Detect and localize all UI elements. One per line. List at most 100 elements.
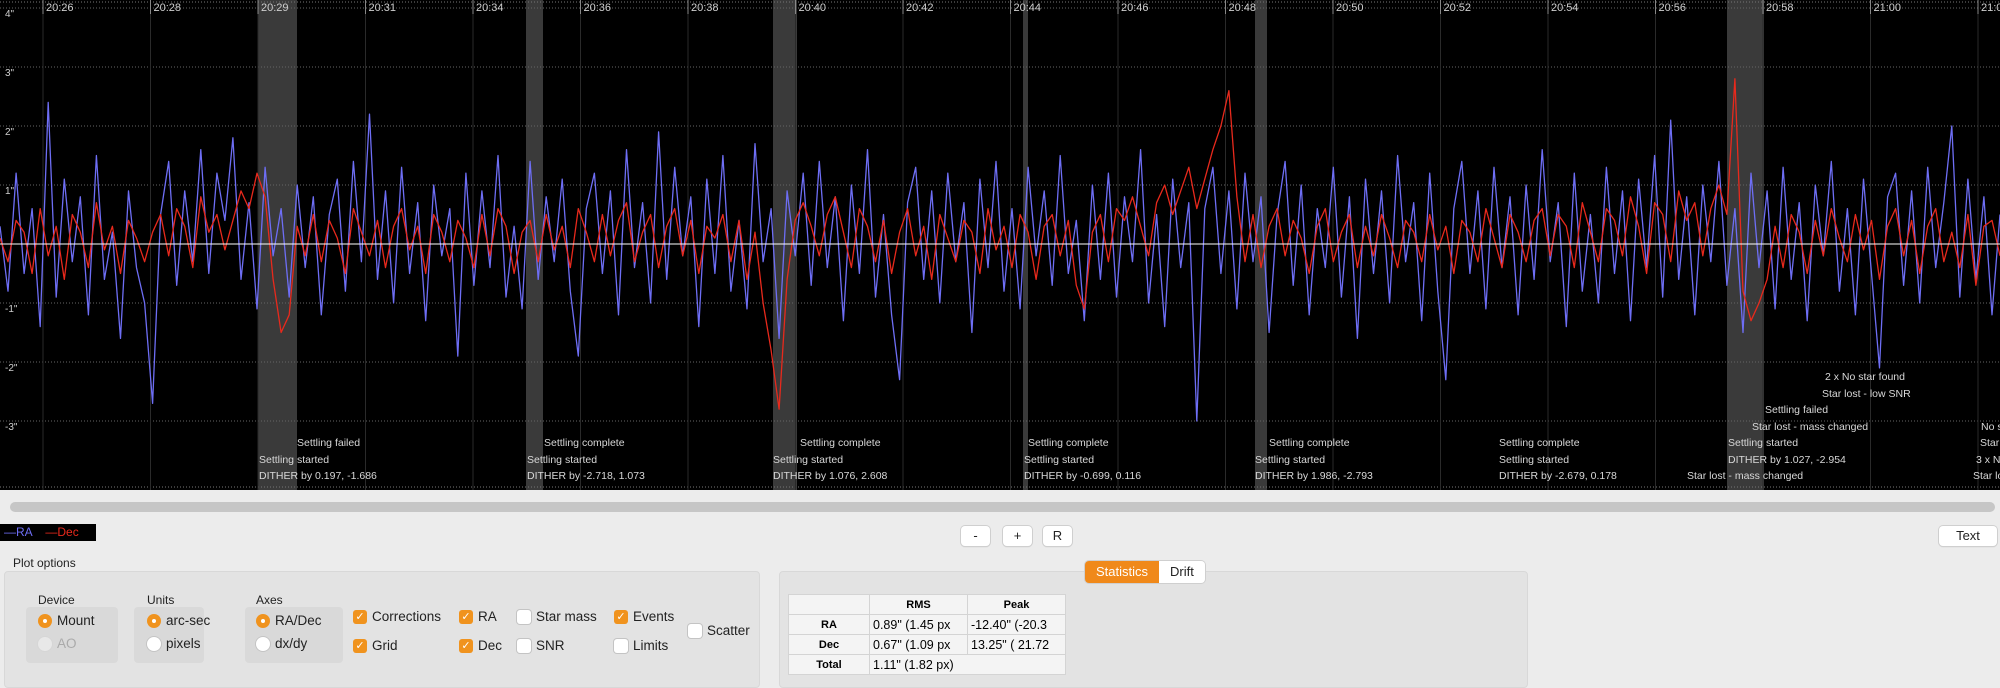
x-tick-label: 20:56 bbox=[1658, 2, 1687, 14]
units-label: Units bbox=[147, 593, 175, 607]
check-icon[interactable]: ✓ bbox=[459, 609, 473, 624]
check-icon[interactable]: ✓ bbox=[459, 638, 473, 653]
radio-mount-indicator[interactable] bbox=[38, 613, 52, 628]
checkbox-dec[interactable]: ✓ Dec bbox=[459, 638, 502, 653]
table-row: RA 0.89" (1.45 px -12.40" (-20.3 bbox=[788, 614, 1066, 635]
x-tick-label: 20:50 bbox=[1336, 2, 1364, 14]
event-label: Settling complete bbox=[1269, 437, 1350, 449]
checkbox-snr-label: SNR bbox=[536, 638, 565, 653]
x-tick-label: 20:29 bbox=[261, 2, 289, 14]
text-button[interactable]: Text bbox=[1939, 526, 1997, 546]
settling-band bbox=[1023, 0, 1028, 490]
radio-dxdy-indicator[interactable] bbox=[256, 636, 270, 651]
event-label: Settling complete bbox=[800, 437, 881, 449]
radio-mount[interactable]: Mount bbox=[38, 613, 95, 628]
x-tick-label: 20:52 bbox=[1443, 2, 1472, 14]
event-label: Settling started bbox=[1024, 454, 1095, 466]
event-label: 3 x N bbox=[1976, 454, 2000, 466]
radio-pixels[interactable]: pixels bbox=[147, 636, 201, 651]
event-label: DITHER by -2.679, 0.178 bbox=[1499, 470, 1617, 482]
x-tick-label: 20:40 bbox=[798, 2, 827, 14]
tab-drift[interactable]: Drift bbox=[1159, 561, 1205, 583]
checkbox-ra[interactable]: ✓ RA bbox=[459, 609, 497, 624]
y-tick-label: 3" bbox=[5, 68, 15, 79]
radio-arcsec[interactable]: arc-sec bbox=[147, 613, 210, 628]
row-label: Total bbox=[788, 654, 870, 675]
check-icon[interactable]: ✓ bbox=[353, 638, 367, 653]
plot-options-panel bbox=[4, 571, 760, 688]
checkbox-box[interactable] bbox=[517, 609, 531, 624]
event-label: Settling complete bbox=[1028, 437, 1109, 449]
x-tick-label: 21:00 bbox=[1873, 2, 1902, 14]
radio-ao-indicator bbox=[38, 636, 52, 651]
checkbox-box[interactable] bbox=[688, 623, 702, 638]
checkbox-events[interactable]: ✓ Events bbox=[614, 609, 674, 624]
radio-pixels-label: pixels bbox=[166, 636, 201, 651]
event-label: Settling started bbox=[1255, 454, 1326, 466]
x-tick-label: 21:0 bbox=[1981, 2, 2000, 14]
event-label: 2 x No star found bbox=[1825, 371, 1905, 383]
rms-cell: 1.11" (1.82 px) bbox=[869, 654, 1066, 675]
checkbox-scatter[interactable]: Scatter bbox=[688, 623, 750, 638]
radio-radec[interactable]: RA/Dec bbox=[256, 613, 322, 628]
settling-band bbox=[773, 0, 797, 490]
graph-scrollbar[interactable] bbox=[10, 502, 1995, 512]
event-label: Settling failed bbox=[297, 437, 361, 449]
x-tick-label: 20:38 bbox=[691, 2, 719, 14]
radio-dxdy-label: dx/dy bbox=[275, 636, 308, 651]
series-line-ra bbox=[0, 101, 2000, 422]
rms-cell: 0.67" (1.09 px bbox=[869, 634, 968, 655]
row-label: RA bbox=[788, 614, 870, 635]
event-label: DITHER by 0.197, -1.686 bbox=[259, 470, 377, 482]
x-tick-label: 20:58 bbox=[1766, 2, 1794, 14]
event-label: Settling complete bbox=[1499, 437, 1580, 449]
graph-legend: —RA —Dec bbox=[0, 524, 96, 541]
reset-zoom-button[interactable]: R bbox=[1043, 526, 1072, 546]
checkbox-scatter-label: Scatter bbox=[707, 623, 750, 638]
event-label: Settling started bbox=[527, 454, 598, 466]
checkbox-grid-label: Grid bbox=[372, 638, 398, 653]
zoom-in-button[interactable]: + bbox=[1003, 526, 1032, 546]
header-peak: Peak bbox=[967, 594, 1066, 615]
checkbox-dec-label: Dec bbox=[478, 638, 503, 653]
checkbox-limits[interactable]: Limits bbox=[614, 638, 668, 653]
zoom-out-button[interactable]: - bbox=[961, 526, 990, 546]
y-tick-label: 1" bbox=[5, 186, 15, 197]
checkbox-box[interactable] bbox=[517, 638, 531, 653]
legend-ra: —RA bbox=[4, 525, 33, 539]
check-icon[interactable]: ✓ bbox=[614, 609, 628, 624]
radio-pixels-indicator[interactable] bbox=[147, 636, 161, 651]
event-label: Star bbox=[1980, 437, 2000, 449]
checkbox-snr[interactable]: SNR bbox=[517, 638, 565, 653]
radio-radec-indicator[interactable] bbox=[256, 613, 270, 628]
x-tick-label: 20:34 bbox=[476, 2, 504, 14]
check-icon[interactable]: ✓ bbox=[353, 609, 367, 624]
event-label: Star lost - mass changed bbox=[1687, 470, 1804, 482]
units-group bbox=[134, 607, 204, 663]
y-tick-label: 4" bbox=[5, 9, 15, 20]
event-label: Settling failed bbox=[1765, 404, 1829, 416]
settling-band bbox=[258, 0, 297, 490]
checkbox-star-mass[interactable]: Star mass bbox=[517, 609, 597, 624]
stats-table: RMS Peak RA 0.89" (1.45 px -12.40" (-20.… bbox=[788, 594, 1066, 675]
radio-arcsec-label: arc-sec bbox=[166, 613, 211, 628]
checkbox-corrections[interactable]: ✓ Corrections bbox=[353, 609, 441, 624]
checkbox-grid[interactable]: ✓ Grid bbox=[353, 638, 398, 653]
x-tick-label: 20:42 bbox=[906, 2, 934, 14]
event-label: No s bbox=[1981, 421, 2000, 433]
radio-arcsec-indicator[interactable] bbox=[147, 613, 161, 628]
guide-graph[interactable]: 20:26 20:28 20:29 20:31 20:34 20:36 20:38 20:40… bbox=[0, 0, 2000, 490]
radio-dxdy[interactable]: dx/dy bbox=[256, 636, 307, 651]
header-blank bbox=[788, 594, 870, 615]
tab-statistics[interactable]: Statistics bbox=[1085, 561, 1160, 583]
x-tick-label: 20:36 bbox=[583, 2, 612, 14]
event-label: Settling started bbox=[773, 454, 844, 466]
y-tick-label: 2" bbox=[5, 127, 15, 138]
event-label: DITHER by 1.986, -2.793 bbox=[1255, 470, 1373, 482]
checkbox-star-mass-label: Star mass bbox=[536, 609, 597, 624]
y-tick-label: -1" bbox=[5, 304, 18, 315]
event-label: DITHER by 1.027, -2.954 bbox=[1728, 454, 1846, 466]
checkbox-box[interactable] bbox=[614, 638, 628, 653]
plot-options-title: Plot options bbox=[13, 556, 76, 570]
settling-band bbox=[1255, 0, 1267, 490]
